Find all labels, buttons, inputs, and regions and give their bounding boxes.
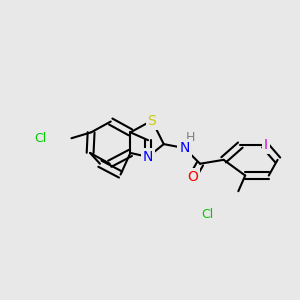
Text: H: H (186, 131, 195, 144)
Text: N: N (179, 141, 190, 155)
Text: S: S (148, 114, 156, 128)
Text: I: I (264, 138, 268, 152)
Text: O: O (187, 170, 198, 184)
Text: Cl: Cl (34, 132, 46, 145)
Text: N: N (143, 150, 153, 164)
Text: Cl: Cl (201, 208, 213, 221)
